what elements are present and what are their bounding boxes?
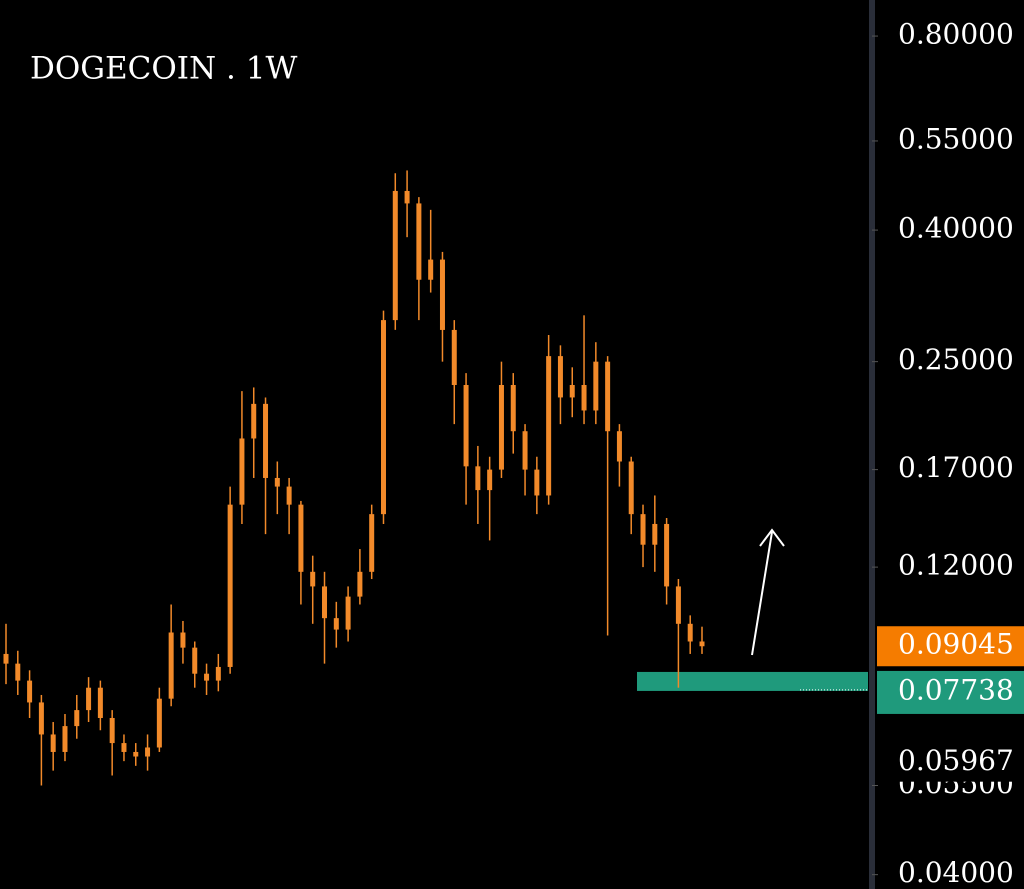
y-tick-label: 0.40000 bbox=[898, 212, 1014, 245]
candle-body bbox=[109, 717, 115, 744]
candle-body bbox=[38, 702, 44, 735]
plot bbox=[3, 170, 868, 786]
candle-body bbox=[168, 632, 174, 699]
candle-body bbox=[628, 461, 634, 515]
last-price-label: 0.09045 bbox=[898, 628, 1014, 661]
candle-body bbox=[380, 320, 386, 515]
candle-body bbox=[251, 403, 257, 439]
candle-body bbox=[557, 356, 563, 398]
support-price-box bbox=[877, 670, 1024, 714]
candle-body bbox=[498, 384, 504, 470]
candle-body bbox=[27, 680, 33, 703]
candle-body bbox=[546, 356, 552, 496]
candle-body bbox=[322, 586, 328, 619]
candle-body bbox=[239, 438, 245, 505]
candle-body bbox=[569, 384, 575, 398]
candle-body bbox=[192, 647, 198, 674]
candle-body bbox=[510, 384, 516, 432]
candle-body bbox=[227, 504, 233, 667]
support-zone bbox=[637, 671, 868, 691]
candle-body bbox=[333, 618, 339, 630]
candle-body bbox=[215, 666, 221, 681]
y-tick-label: 0.17000 bbox=[898, 451, 1014, 484]
candle-body bbox=[357, 571, 363, 597]
candle-body bbox=[15, 663, 21, 681]
support-price-label: 0.07738 bbox=[898, 673, 1014, 706]
candle-body bbox=[369, 514, 375, 572]
candle-body bbox=[274, 477, 280, 487]
arrow bbox=[751, 528, 785, 656]
candle-body bbox=[180, 632, 186, 648]
candle-body bbox=[534, 469, 540, 496]
candle-body bbox=[121, 743, 127, 752]
candle-body bbox=[133, 751, 139, 757]
y-tick-label: 0.12000 bbox=[898, 549, 1014, 582]
candle-body bbox=[263, 403, 269, 478]
candle-body bbox=[97, 687, 103, 718]
candle-body bbox=[687, 623, 693, 642]
candle-body bbox=[310, 571, 316, 587]
candle-body bbox=[675, 586, 681, 624]
candle-body bbox=[451, 329, 457, 385]
y-tick-label: 0.80000 bbox=[898, 18, 1014, 51]
candle-body bbox=[428, 259, 434, 280]
candle-body bbox=[345, 596, 351, 630]
candle-body bbox=[3, 653, 9, 664]
candle-body bbox=[50, 734, 56, 752]
candle-body bbox=[156, 698, 162, 748]
candle-body bbox=[593, 361, 599, 411]
candle-body bbox=[286, 486, 292, 505]
candle-body bbox=[62, 726, 68, 752]
candle-body bbox=[404, 190, 410, 204]
y-tick-label: 0.04000 bbox=[898, 856, 1014, 889]
candle-body bbox=[475, 466, 481, 491]
candle-body bbox=[204, 673, 210, 681]
marker-price-box bbox=[878, 742, 1024, 782]
candle-body bbox=[298, 504, 304, 572]
y-tick-label: 0.55000 bbox=[898, 122, 1014, 155]
candle-body bbox=[86, 687, 92, 711]
y-axis: 0.80000 0.55000 0.40000 0.25000 0.17000 0.120… bbox=[872, 18, 1024, 889]
candle-body bbox=[652, 523, 658, 545]
candle-body bbox=[616, 431, 622, 462]
candle-body bbox=[439, 259, 445, 330]
candle-body bbox=[416, 203, 422, 280]
y-tick-label: 0.25000 bbox=[898, 343, 1014, 376]
candle-body bbox=[74, 710, 80, 727]
candle-body bbox=[487, 469, 493, 491]
candle-body bbox=[522, 431, 528, 470]
candle-body bbox=[145, 747, 151, 757]
candle-body bbox=[463, 384, 469, 467]
candle-body bbox=[664, 523, 670, 587]
candle-body bbox=[605, 361, 611, 432]
marker-price-label: 0.05967 bbox=[898, 744, 1014, 777]
candle-body bbox=[581, 384, 587, 411]
candle-body bbox=[392, 190, 398, 321]
chart-title: DOGECOIN . 1W bbox=[30, 51, 297, 87]
last-price-box bbox=[877, 626, 1024, 667]
candle-body bbox=[640, 514, 646, 545]
candle-body bbox=[699, 641, 705, 647]
